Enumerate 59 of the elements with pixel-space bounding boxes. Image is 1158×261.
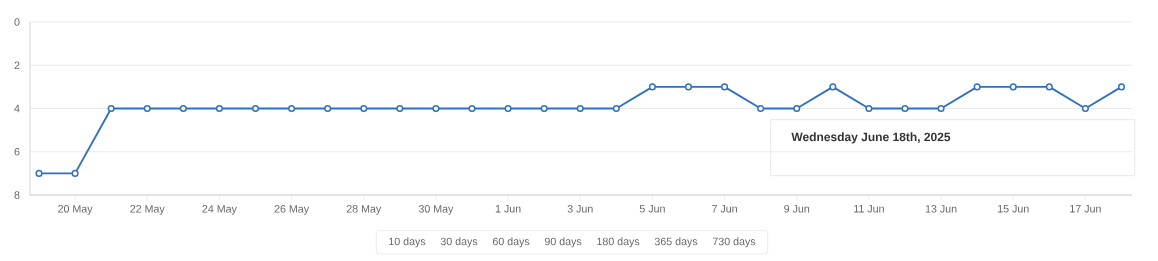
point — [612, 104, 620, 113]
point — [540, 104, 548, 113]
point — [288, 104, 296, 113]
x-tick-label: 13 Jun — [925, 205, 957, 213]
text: 60 days — [492, 237, 530, 248]
x-tick-label: 17 Jun — [1070, 205, 1101, 213]
point — [1117, 83, 1126, 91]
point — [35, 169, 43, 177]
point — [793, 104, 801, 113]
x-tick-label: 22 May — [130, 205, 165, 215]
point — [973, 83, 981, 91]
x-tick-label: 11 Jun — [854, 205, 884, 213]
text: 180 days — [597, 237, 640, 248]
x-tick-label: 20 May — [58, 205, 93, 215]
x-tick-label: 5 Jun — [639, 205, 665, 213]
point — [468, 104, 476, 113]
text: 730 days — [712, 237, 756, 248]
point — [251, 104, 260, 113]
point — [648, 83, 656, 91]
point — [504, 104, 512, 113]
point — [901, 104, 909, 113]
y-tick-label: 8 — [14, 191, 20, 199]
x-tick-label: 30 May — [418, 205, 454, 215]
point — [432, 104, 440, 113]
y-tick-label: 4 — [14, 104, 20, 113]
point — [1045, 83, 1053, 91]
point — [1081, 104, 1089, 113]
x-tick-label: 24 May — [202, 205, 237, 215]
point — [143, 104, 151, 113]
point — [360, 104, 368, 113]
point — [71, 169, 79, 177]
point — [684, 83, 693, 91]
point — [324, 104, 332, 113]
point — [721, 83, 729, 91]
x-tick-label: 1 Jun — [495, 205, 521, 213]
x-tick-label: 9 Jun — [784, 205, 810, 213]
y-tick-label: 6 — [14, 147, 20, 156]
y-tick-label: 0 — [14, 18, 20, 26]
x-tick-label: 15 Jun — [998, 205, 1029, 213]
point — [576, 104, 584, 113]
text: 90 days — [544, 237, 582, 248]
point — [757, 104, 765, 113]
text: 10 days — [389, 237, 426, 248]
y-tick-label: 2 — [14, 61, 20, 69]
point — [396, 104, 404, 113]
x-tick-label: 7 Jun — [712, 205, 737, 213]
point — [937, 104, 945, 113]
point — [865, 104, 873, 113]
point — [215, 104, 223, 113]
point — [179, 104, 187, 113]
x-tick-label: 26 May — [274, 205, 310, 215]
text: 30 days — [440, 237, 478, 248]
x-tick-label: 28 May — [346, 205, 382, 215]
x-tick-label: 3 Jun — [567, 205, 593, 213]
annotation: Wednesday June 18th, 2025 — [791, 132, 951, 144]
point — [1009, 83, 1017, 91]
point — [107, 104, 115, 113]
point — [829, 83, 837, 91]
text: 365 days — [654, 237, 698, 248]
